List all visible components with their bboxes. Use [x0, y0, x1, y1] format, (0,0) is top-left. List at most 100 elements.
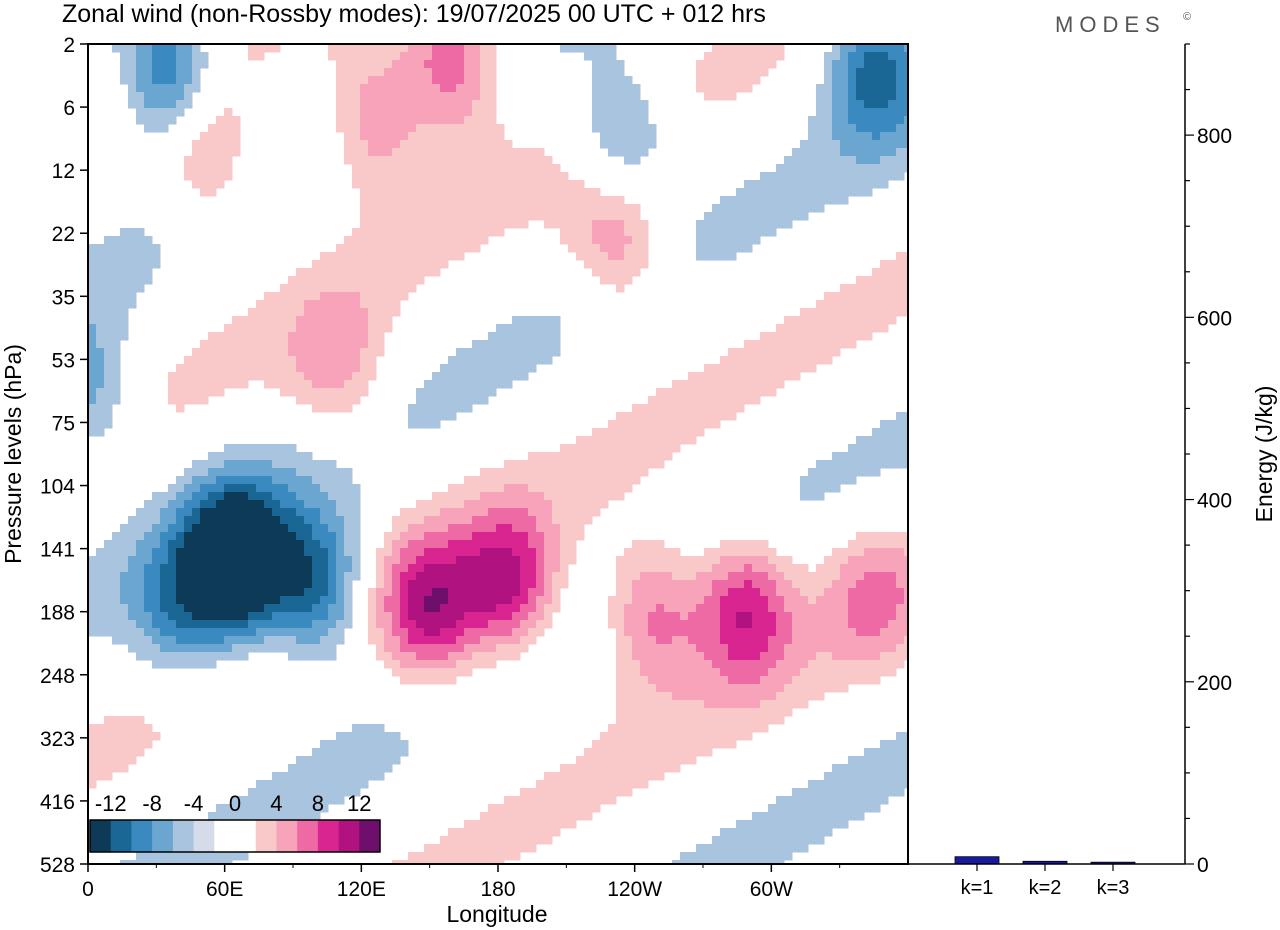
field-cell: [440, 60, 449, 69]
field-cell: [232, 548, 241, 557]
field-cell: [584, 460, 593, 469]
field-cell: [432, 388, 441, 397]
field-cell: [512, 156, 521, 165]
field-cell: [528, 180, 537, 189]
field-cell: [672, 580, 681, 589]
field-cell: [904, 68, 908, 77]
field-cell: [904, 556, 908, 565]
field-cell: [416, 124, 425, 133]
field-cell: [120, 740, 129, 749]
field-cell: [776, 332, 785, 341]
field-cell: [472, 484, 481, 493]
field-cell: [792, 692, 801, 701]
field-cell: [848, 804, 857, 813]
field-cell: [464, 604, 473, 613]
field-cell: [120, 620, 129, 629]
field-cell: [888, 628, 897, 637]
field-cell: [424, 196, 433, 205]
field-cell: [424, 252, 433, 261]
field-cell: [384, 68, 393, 77]
field-cell: [808, 788, 817, 797]
field-cell: [584, 764, 593, 773]
field-cell: [296, 388, 305, 397]
field-cell: [184, 92, 193, 101]
field-cell: [552, 580, 561, 589]
field-cell: [104, 292, 113, 301]
field-cell: [160, 660, 169, 669]
field-cell: [864, 84, 873, 93]
field-cell: [880, 428, 889, 437]
field-cell: [608, 788, 617, 797]
field-cell: [832, 764, 841, 773]
field-cell: [200, 636, 209, 645]
field-cell: [608, 612, 617, 621]
field-cell: [520, 612, 529, 621]
field-cell: [192, 660, 201, 669]
field-cell: [520, 196, 529, 205]
field-cell: [632, 572, 641, 581]
field-cell: [880, 444, 889, 453]
field-cell: [152, 92, 161, 101]
field-cell: [256, 580, 265, 589]
field-cell: [288, 620, 297, 629]
field-cell: [512, 468, 521, 477]
field-cell: [784, 660, 793, 669]
field-cell: [736, 708, 745, 717]
field-cell: [768, 716, 777, 725]
field-cell: [536, 164, 545, 173]
field-cell: [664, 556, 673, 565]
field-cell: [272, 812, 281, 821]
field-cell: [496, 132, 505, 141]
field-cell: [120, 716, 129, 725]
field-cell: [728, 596, 737, 605]
field-cell: [728, 52, 737, 61]
field-cell: [456, 212, 465, 221]
field-cell: [448, 412, 457, 421]
field-cell: [576, 508, 585, 517]
field-cell: [832, 164, 841, 173]
field-cell: [480, 116, 489, 125]
field-cell: [480, 564, 489, 573]
field-cell: [880, 644, 889, 653]
field-cell: [472, 556, 481, 565]
field-cell: [528, 164, 537, 173]
field-cell: [320, 316, 329, 325]
field-cell: [624, 756, 633, 765]
field-cell: [592, 436, 601, 445]
field-cell: [720, 252, 729, 261]
field-cell: [544, 548, 553, 557]
field-cell: [192, 140, 201, 149]
field-cell: [88, 372, 97, 381]
field-cell: [552, 812, 561, 821]
field-cell: [400, 588, 409, 597]
field-cell: [184, 396, 193, 405]
field-cell: [456, 396, 465, 405]
field-cell: [840, 476, 849, 485]
field-cell: [752, 604, 761, 613]
field-cell: [216, 516, 225, 525]
field-cell: [752, 652, 761, 661]
field-cell: [416, 68, 425, 77]
field-cell: [168, 84, 177, 93]
field-cell: [320, 252, 329, 261]
field-cell: [752, 540, 761, 549]
field-cell: [696, 428, 705, 437]
field-cell: [904, 540, 908, 549]
field-cell: [336, 276, 345, 285]
field-cell: [240, 644, 249, 653]
field-cell: [736, 612, 745, 621]
field-cell: [704, 244, 713, 253]
wind-field: [88, 44, 908, 864]
field-cell: [840, 76, 849, 85]
field-cell: [616, 708, 625, 717]
field-cell: [880, 788, 889, 797]
field-cell: [88, 724, 97, 733]
field-cell: [664, 588, 673, 597]
field-cell: [280, 556, 289, 565]
field-cell: [392, 580, 401, 589]
field-cell: [224, 348, 233, 357]
field-cell: [816, 308, 825, 317]
field-cell: [168, 660, 177, 669]
field-cell: [176, 500, 185, 509]
field-cell: [432, 612, 441, 621]
